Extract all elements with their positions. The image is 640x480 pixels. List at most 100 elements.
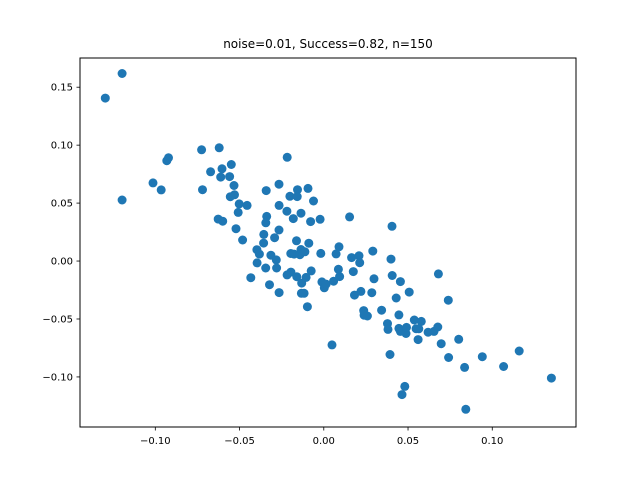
y-tick-label-5: 0.15 (51, 83, 73, 94)
data-point-114 (413, 335, 423, 345)
data-point-10 (214, 143, 224, 153)
data-point-91 (367, 288, 377, 298)
data-point-22 (242, 200, 252, 210)
data-point-93 (369, 274, 379, 284)
data-point-64 (309, 196, 318, 206)
data-point-107 (400, 381, 410, 391)
data-point-23 (231, 224, 241, 234)
data-point-44 (282, 152, 292, 162)
data-point-25 (246, 273, 256, 283)
data-point-45 (285, 191, 295, 201)
data-point-50 (296, 208, 306, 218)
data-point-113 (414, 324, 424, 334)
data-points (100, 69, 556, 414)
data-point-29 (259, 229, 269, 239)
data-point-106 (397, 390, 407, 400)
data-point-66 (304, 238, 314, 248)
data-point-99 (387, 271, 397, 280)
y-axis: −0.10 −0.05 0.00 0.05 0.10 0.15 (42, 83, 80, 383)
data-point-38 (274, 200, 284, 210)
data-point-98 (387, 221, 397, 231)
data-point-62 (302, 302, 312, 312)
data-point-40 (270, 233, 280, 243)
data-point-100 (385, 350, 395, 359)
data-point-122 (444, 353, 454, 362)
data-point-85 (354, 251, 364, 261)
data-point-51 (292, 236, 301, 246)
data-point-97 (386, 254, 396, 264)
data-point-39 (274, 225, 284, 235)
data-point-55 (286, 249, 296, 258)
y-tick-label-4: 0.10 (51, 141, 73, 152)
data-point-48 (293, 185, 302, 195)
data-point-69 (301, 272, 311, 282)
data-point-129 (546, 373, 556, 383)
y-tick-label-3: 0.05 (51, 199, 73, 210)
data-point-15 (226, 160, 236, 169)
data-point-57 (282, 270, 292, 280)
data-point-78 (334, 242, 344, 252)
data-point-127 (499, 362, 509, 371)
data-point-3 (148, 178, 158, 188)
data-point-12 (217, 164, 227, 174)
data-point-109 (402, 322, 411, 332)
data-point-11 (216, 172, 226, 182)
data-point-96 (383, 324, 393, 334)
data-point-41 (271, 255, 281, 265)
data-point-36 (265, 280, 274, 290)
data-point-24 (238, 235, 248, 245)
data-point-43 (274, 288, 284, 298)
data-point-67 (300, 247, 310, 257)
data-point-28 (252, 258, 262, 268)
data-point-71 (316, 248, 326, 258)
data-point-19 (225, 192, 235, 202)
data-point-42 (272, 263, 282, 273)
data-point-110 (404, 287, 414, 297)
data-point-63 (303, 183, 313, 193)
data-point-119 (433, 322, 443, 332)
data-point-90 (362, 311, 372, 321)
data-point-8 (198, 185, 207, 195)
data-point-111 (409, 315, 419, 325)
data-point-58 (292, 272, 302, 282)
data-point-46 (282, 206, 292, 216)
data-point-86 (355, 258, 365, 268)
y-tick-label-2: 0.00 (51, 257, 73, 268)
x-tick-label-0: −0.10 (140, 436, 171, 447)
data-point-87 (356, 286, 366, 296)
data-point-118 (433, 269, 443, 279)
data-point-103 (395, 277, 405, 287)
data-point-61 (296, 288, 306, 298)
data-point-120 (436, 339, 446, 349)
chart-title: noise=0.01, Success=0.82, n=150 (223, 37, 433, 51)
data-point-9 (206, 167, 216, 177)
data-point-79 (335, 272, 345, 282)
x-tick-label-4: 0.10 (481, 436, 503, 447)
data-point-7 (197, 145, 207, 155)
data-point-47 (288, 214, 298, 224)
data-point-30 (259, 238, 269, 248)
data-point-33 (261, 218, 271, 228)
data-point-65 (306, 217, 316, 227)
data-point-94 (377, 305, 387, 315)
data-point-126 (477, 352, 487, 362)
data-point-82 (347, 253, 357, 263)
data-point-121 (443, 295, 453, 305)
data-point-1 (117, 69, 127, 78)
data-point-101 (391, 293, 401, 303)
data-point-27 (254, 249, 264, 259)
data-point-21 (233, 207, 243, 217)
data-point-77 (331, 249, 341, 259)
data-point-68 (306, 266, 316, 276)
data-point-4 (156, 185, 166, 195)
data-point-17 (229, 181, 239, 190)
x-axis: −0.10 −0.05 0.00 0.05 0.10 (140, 427, 503, 447)
x-tick-label-1: −0.05 (224, 436, 255, 447)
data-point-83 (348, 267, 358, 277)
y-tick-label-1: −0.05 (42, 314, 73, 325)
data-point-49 (292, 192, 302, 202)
data-point-125 (461, 404, 471, 414)
data-point-75 (327, 340, 337, 350)
data-point-20 (234, 199, 244, 209)
